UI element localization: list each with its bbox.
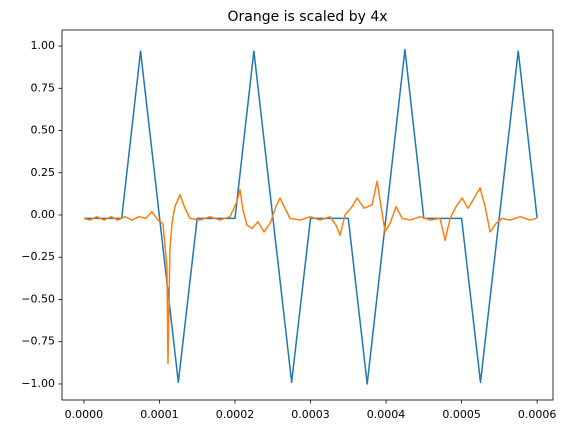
chart-title: Orange is scaled by 4x xyxy=(227,9,387,25)
line-series xyxy=(83,180,537,365)
y-tick-label: −0.25 xyxy=(21,250,55,263)
x-tick-label: 0.0002 xyxy=(216,408,255,421)
x-tick-label: 0.0000 xyxy=(65,408,104,421)
x-tick-label: 0.0006 xyxy=(518,408,557,421)
y-tick-label: −0.50 xyxy=(21,292,55,305)
x-tick-label: 0.0001 xyxy=(140,408,179,421)
plot-frame xyxy=(61,29,554,401)
line-series xyxy=(83,48,538,385)
x-tick-label: 0.0005 xyxy=(442,408,481,421)
y-tick-label: 0.00 xyxy=(31,208,56,221)
y-tick-label: 0.25 xyxy=(31,166,56,179)
x-tick-label: 0.0003 xyxy=(291,408,330,421)
y-tick-label: 0.75 xyxy=(31,81,56,94)
y-tick-label: 1.00 xyxy=(31,39,56,52)
x-tick-label: 0.0004 xyxy=(367,408,406,421)
y-tick-label: −1.00 xyxy=(21,377,55,390)
y-tick-label: −0.75 xyxy=(21,335,55,348)
y-tick-label: 0.50 xyxy=(31,124,56,137)
